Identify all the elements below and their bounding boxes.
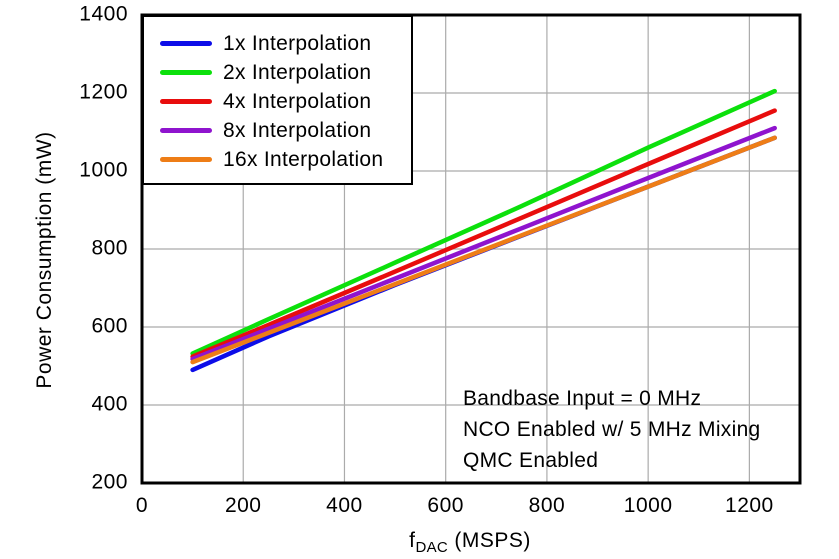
legend-label: 16x Interpolation: [223, 147, 384, 171]
series-line: [190, 88, 777, 356]
series-line: [190, 125, 777, 362]
legend-line-swatch: [160, 70, 212, 75]
y-tick-label: 400: [91, 392, 128, 416]
annotation-block: Bandbase Input = 0 MHz NCO Enabled w/ 5 M…: [463, 383, 761, 476]
x-axis-title-units: (MSPS): [448, 529, 531, 552]
legend-entry: 4x Interpolation: [144, 87, 411, 116]
y-tick-label: 200: [91, 470, 128, 494]
legend-line-swatch: [160, 41, 212, 46]
legend: 1x Interpolation 2x Interpolation 4x Inter…: [142, 15, 413, 185]
plot-frame: [140, 13, 802, 485]
y-tick-label: 1400: [79, 2, 128, 26]
series-line: [190, 135, 777, 365]
y-tick-label: 1000: [79, 158, 128, 182]
x-tick-label: 400: [326, 494, 363, 517]
legend-label: 8x Interpolation: [223, 118, 372, 142]
legend-line-swatch: [160, 128, 212, 133]
legend-entry: 8x Interpolation: [144, 116, 411, 145]
legend-label: 2x Interpolation: [223, 60, 372, 84]
x-axis-title-base: f: [409, 529, 416, 552]
legend-entry: 1x Interpolation: [144, 29, 411, 58]
x-axis-title-subscript: DAC: [415, 539, 449, 556]
y-axis-title: Power Consumption (mW): [33, 131, 56, 389]
y-tick-label: 600: [91, 314, 128, 338]
annotation-line: NCO Enabled w/ 5 MHz Mixing: [463, 418, 761, 441]
annotation-line: Bandbase Input = 0 MHz: [463, 387, 702, 410]
x-axis-title: fDAC (MSPS): [409, 529, 531, 556]
legend-label: 1x Interpolation: [223, 31, 372, 55]
legend-entry: 2x Interpolation: [144, 58, 411, 87]
x-tick-label: 800: [528, 494, 566, 517]
x-tick-label: 1200: [725, 494, 774, 517]
legend-label: 4x Interpolation: [223, 89, 372, 113]
series-line: [190, 108, 777, 359]
x-tick-label: 600: [427, 494, 464, 517]
x-tick-label: 0: [135, 494, 149, 517]
y-tick-label: 1200: [79, 80, 128, 104]
x-tick-label: 1000: [623, 494, 673, 517]
annotation-line: QMC Enabled: [463, 449, 599, 472]
legend-line-swatch: [160, 99, 212, 104]
legend-entry: 16x Interpolation: [144, 145, 411, 174]
legend-line-swatch: [160, 157, 212, 162]
y-tick-label: 800: [91, 236, 128, 260]
x-tick-label: 200: [224, 494, 262, 517]
